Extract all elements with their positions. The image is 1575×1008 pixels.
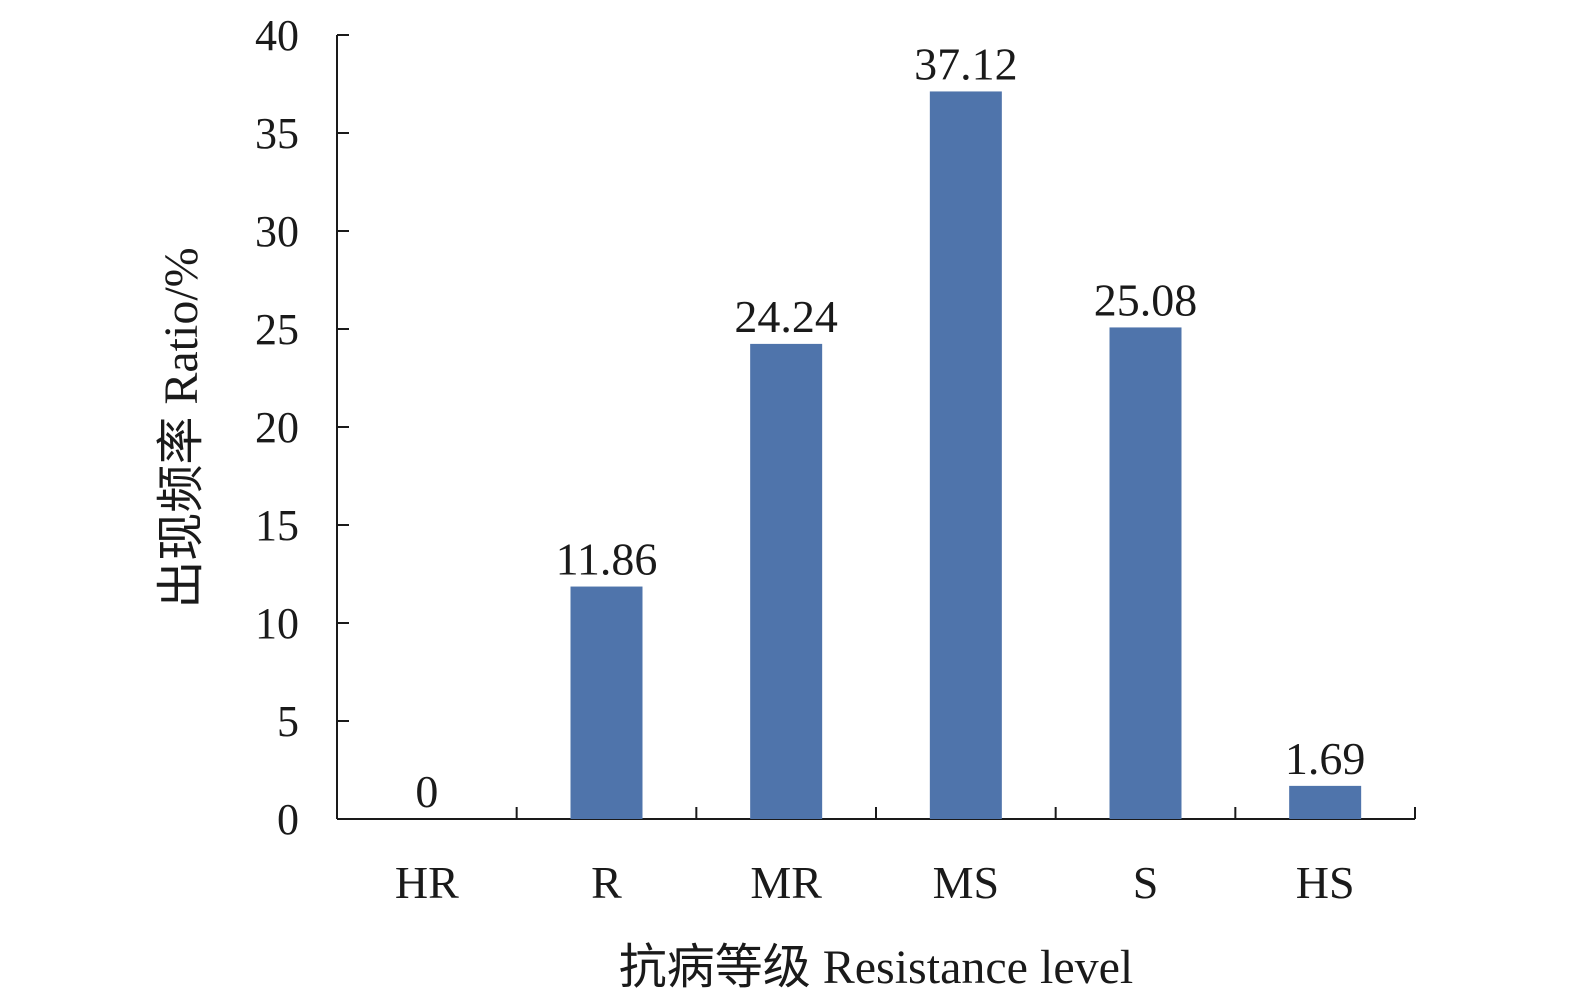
data-label-s: 25.08 (1094, 274, 1198, 325)
y-tick-label: 15 (255, 501, 299, 550)
y-axis-title: 出现频率 Ratio/% (155, 247, 208, 608)
data-label-r: 11.86 (556, 534, 658, 585)
bar-hs (1289, 785, 1362, 819)
x-tick-label-mr: MR (750, 857, 822, 908)
y-tick-label: 0 (277, 795, 299, 844)
y-tick-label: 35 (255, 109, 299, 158)
x-tick-label-hs: HS (1296, 857, 1355, 908)
y-tick-label: 20 (255, 403, 299, 452)
bar-r (570, 586, 643, 819)
y-tick-label: 5 (277, 697, 299, 746)
bar-ms (929, 91, 1002, 819)
x-axis-title: 抗病等级 Resistance level (619, 941, 1134, 994)
data-label-hr: 0 (415, 766, 438, 817)
bar-s (1109, 327, 1182, 819)
x-tick-label-r: R (591, 857, 622, 908)
x-tick-label-s: S (1133, 857, 1159, 908)
data-label-mr: 24.24 (734, 291, 838, 342)
y-tick-label: 30 (255, 207, 299, 256)
plot-area: 0 5 10 15 20 25 30 35 40 0 HR 11.86 R 24.24 MR 37.12 MS 2… (255, 11, 1416, 908)
y-tick-label: 10 (255, 599, 299, 648)
x-tick-label-ms: MS (933, 857, 999, 908)
data-label-ms: 37.12 (914, 38, 1018, 89)
y-tick-label: 40 (255, 11, 299, 60)
bar-mr (750, 343, 823, 819)
data-label-hs: 1.69 (1285, 733, 1366, 784)
y-tick-label: 25 (255, 305, 299, 354)
x-tick-label-hr: HR (395, 857, 459, 908)
